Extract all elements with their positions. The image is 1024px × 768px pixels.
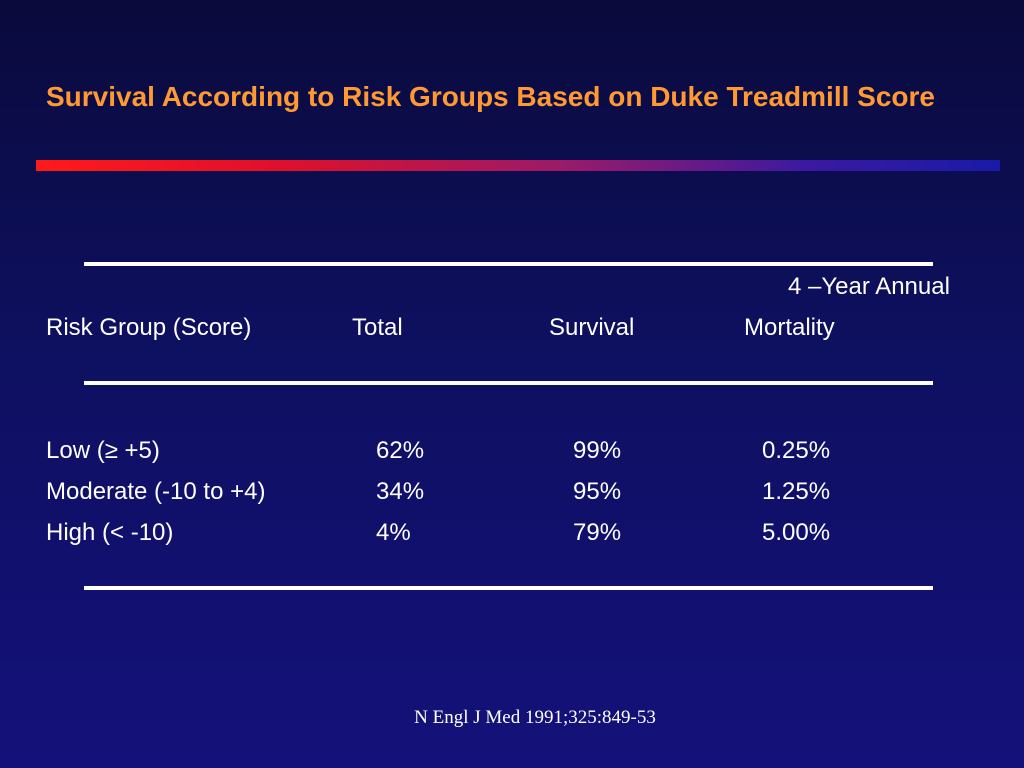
row-total: 34% [376, 478, 425, 505]
header-survival: Survival [549, 314, 635, 341]
row-mortality: 5.00% [762, 519, 831, 546]
row-survival: 79% [573, 519, 622, 546]
row-mortality: 0.25% [762, 437, 831, 464]
slide-title: Survival According to Risk Groups Based … [46, 81, 935, 112]
title-underline-bar [36, 160, 1000, 171]
row-risk-group: Moderate (-10 to +4) [46, 478, 266, 505]
table-header-rule [84, 381, 933, 385]
header-mortality: Mortality [744, 314, 835, 341]
row-risk-group: High (< -10) [46, 519, 174, 546]
header-year-annual: 4 –Year Annual [788, 273, 950, 300]
row-total: 62% [376, 437, 425, 464]
citation-source: N Engl J Med 1991;325:849-53 [414, 707, 656, 728]
row-survival: 95% [573, 478, 622, 505]
row-survival: 99% [573, 437, 622, 464]
table-top-rule [84, 262, 933, 266]
header-risk-group: Risk Group (Score) [46, 314, 252, 341]
row-total: 4% [376, 519, 411, 546]
table-bottom-rule [84, 586, 933, 590]
header-total: Total [352, 314, 403, 341]
row-mortality: 1.25% [762, 478, 831, 505]
row-risk-group: Low (≥ +5) [46, 437, 160, 464]
